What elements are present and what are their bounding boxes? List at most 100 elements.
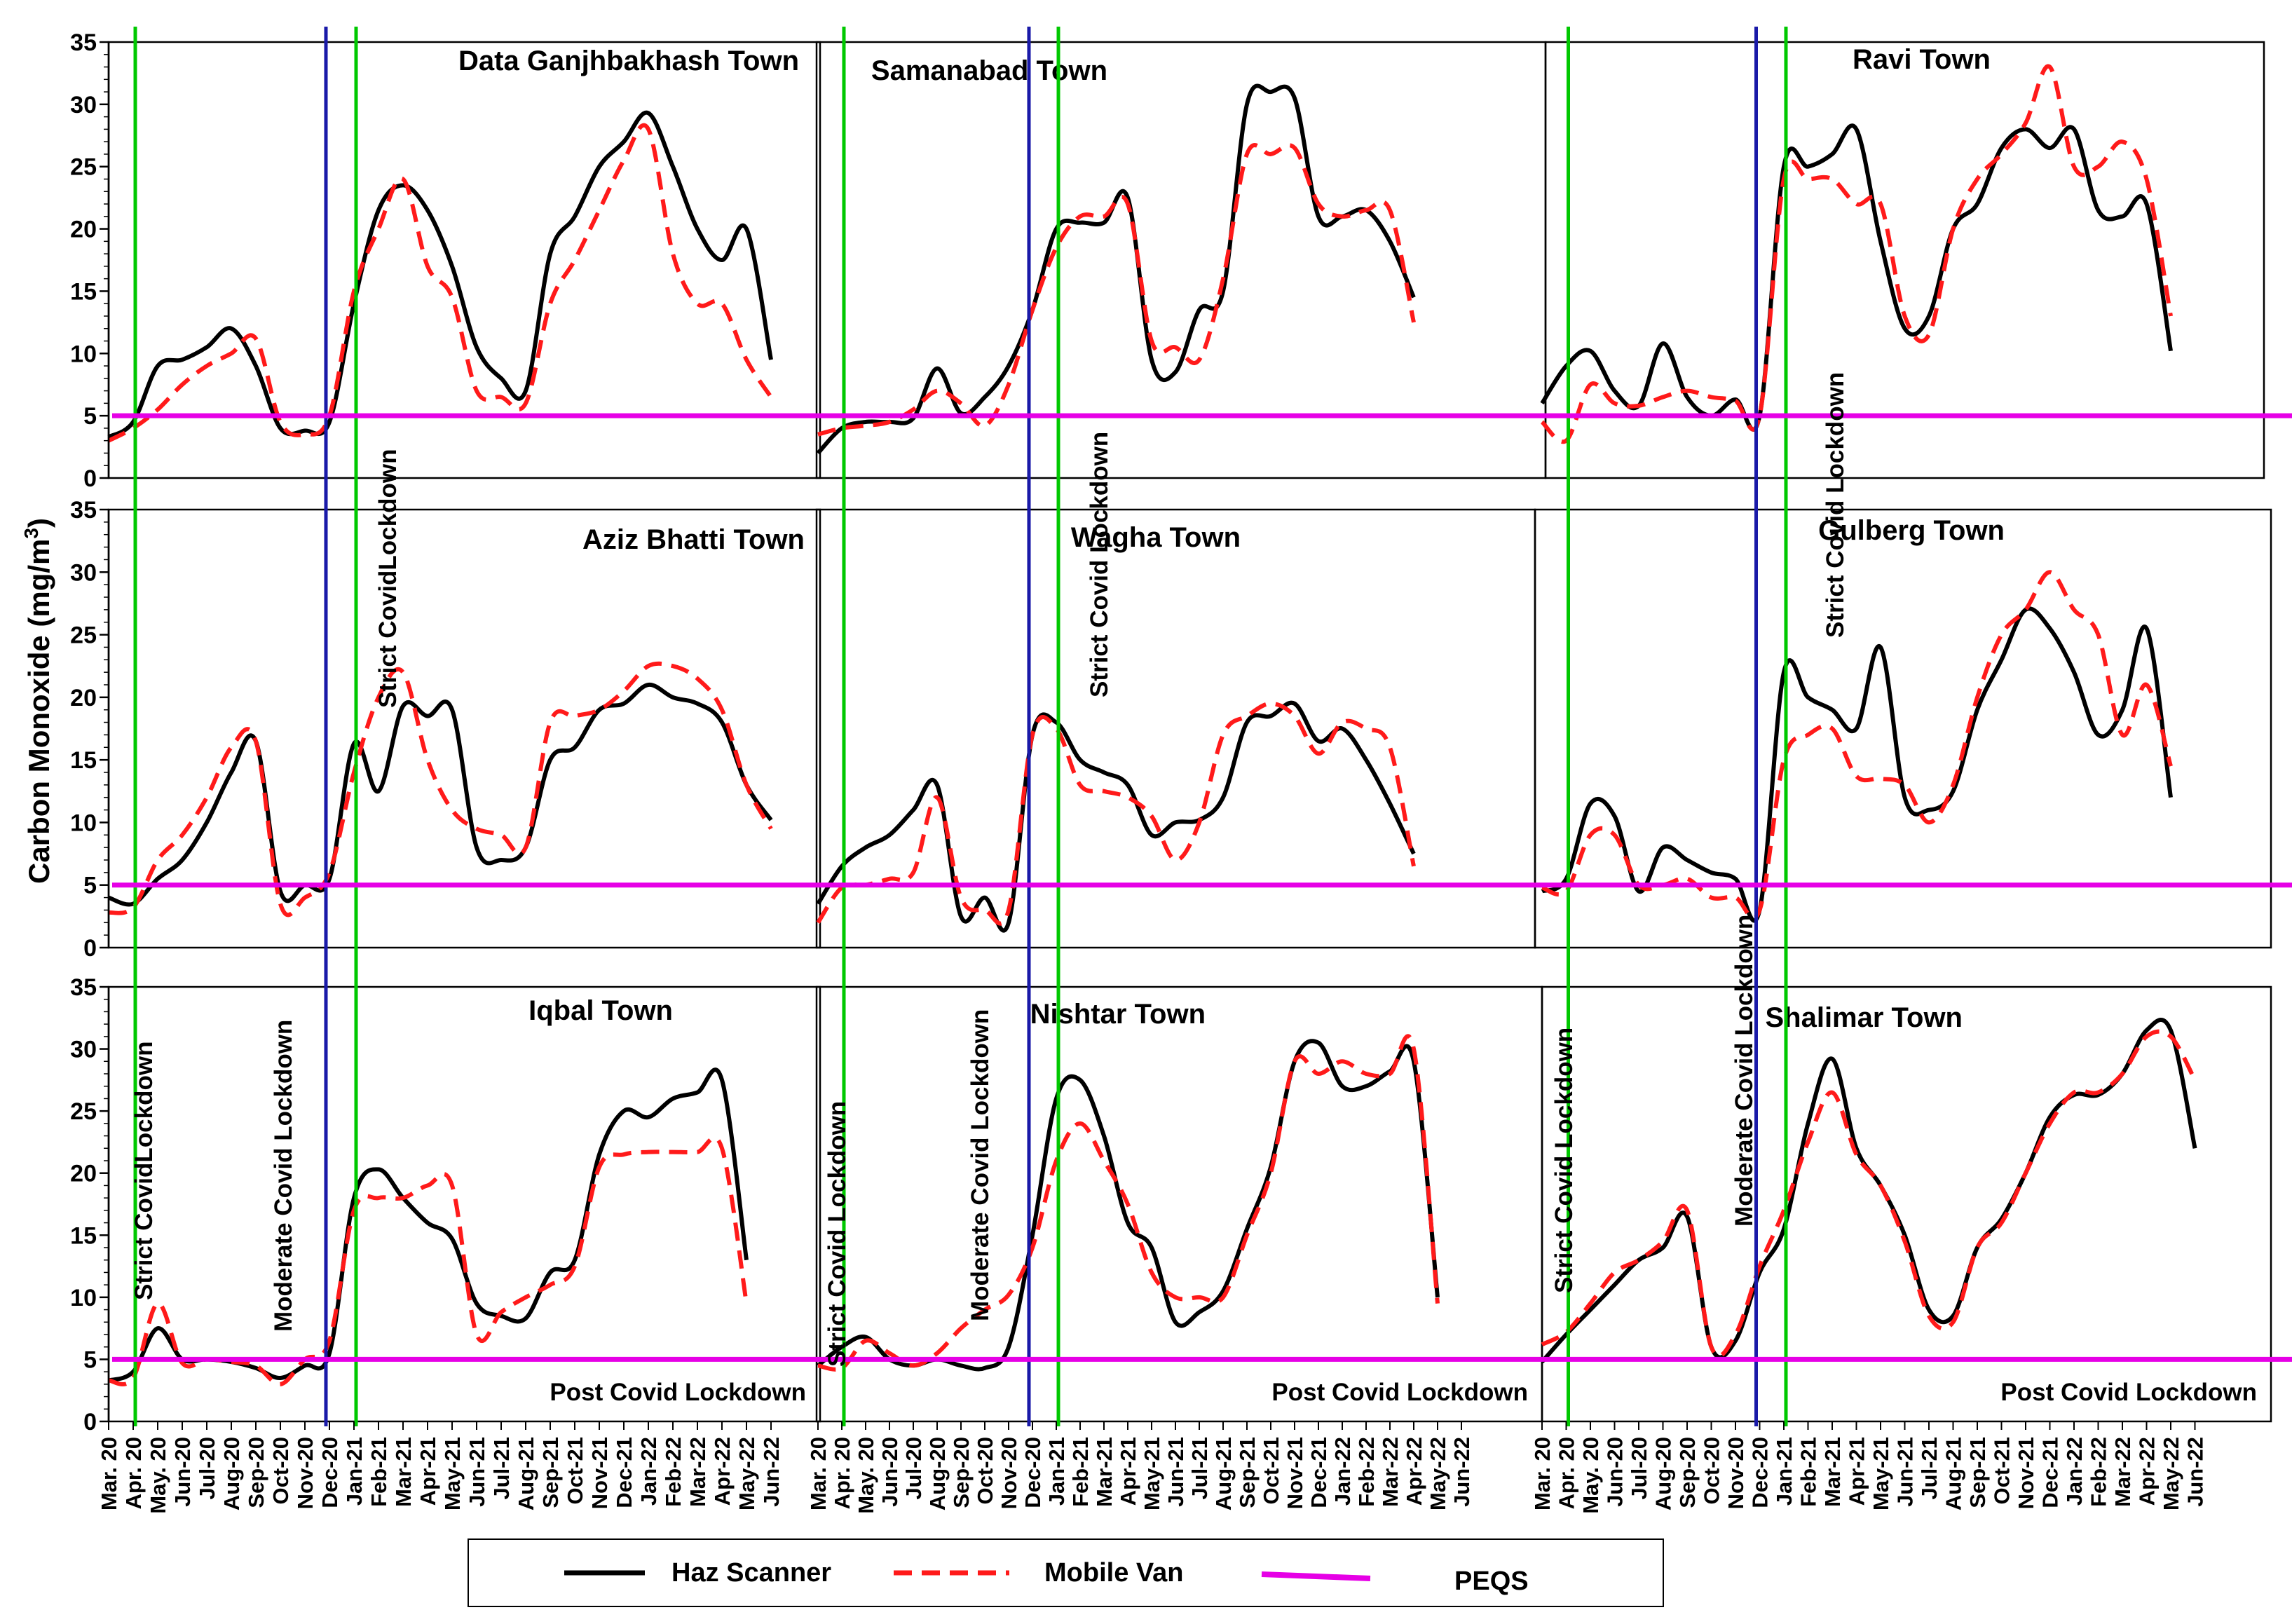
panel-samanabad-town: Samanabad Town bbox=[815, 41, 1547, 479]
panel-frame bbox=[1541, 985, 2272, 1423]
x-tick-label: Jan-21 bbox=[1772, 1437, 1796, 1506]
x-tick-label: Nov-20 bbox=[293, 1437, 318, 1509]
x-tick-label: Aug-20 bbox=[925, 1437, 950, 1510]
panel-aziz-bhatti-town: Aziz Bhatti Town bbox=[107, 508, 821, 949]
panel-title: Gulberg Town bbox=[1818, 515, 2005, 546]
x-tick-label: Jan-21 bbox=[342, 1437, 367, 1506]
x-tick-label: Mar. 20 bbox=[1530, 1437, 1555, 1510]
peqs-lines-layer bbox=[112, 413, 2292, 1362]
x-tick-label: Aug-20 bbox=[219, 1437, 244, 1510]
moderate-lockdown-label: Moderate Covid Lockdown bbox=[967, 1009, 994, 1321]
x-tick-label: Jul-20 bbox=[901, 1437, 926, 1500]
series-haz-scanner bbox=[107, 682, 773, 907]
legend: Haz Scanner Mobile Van PEQS bbox=[468, 1538, 1664, 1607]
y-tick-label: 25 bbox=[70, 154, 97, 181]
series-mobile-van bbox=[1541, 570, 2173, 920]
y-tick-label: 20 bbox=[70, 685, 97, 711]
panel-gulberg-town: Gulberg Town bbox=[1534, 508, 2272, 949]
x-tick-label: Feb-21 bbox=[1796, 1437, 1821, 1507]
x-tick-label: Sep-20 bbox=[949, 1437, 974, 1508]
y-tick-label: 25 bbox=[70, 622, 97, 649]
panel-frame bbox=[1544, 41, 2265, 479]
legend-box bbox=[468, 1538, 1664, 1607]
series-haz-scanner bbox=[107, 110, 773, 439]
x-tick-label: Sep-21 bbox=[538, 1437, 563, 1508]
series-haz-scanner bbox=[816, 700, 1416, 933]
y-tick-label: 0 bbox=[83, 465, 97, 492]
y-tick-label: 30 bbox=[70, 559, 97, 586]
x-tick-label: Apr. 20 bbox=[1555, 1437, 1579, 1509]
x-tick-label: May. 20 bbox=[854, 1437, 878, 1514]
x-tick-label: Nov-20 bbox=[1724, 1437, 1748, 1509]
x-tick-label: Apr-22 bbox=[1402, 1437, 1426, 1506]
moderate-lockdown-label: Moderate Covid Lockdown bbox=[270, 1020, 297, 1332]
post-lockdown-label: Post Covid Lockdown bbox=[1271, 1379, 1528, 1406]
legend-swatch-peqs bbox=[1261, 1571, 1371, 1581]
x-tick-label: Nov-21 bbox=[1283, 1437, 1307, 1509]
x-tick-label: Mar-21 bbox=[391, 1437, 416, 1507]
panel-shalimar-town: Shalimar Town Post Covid Lockdown bbox=[1540, 985, 2272, 1423]
x-tick-label: Jun-21 bbox=[1893, 1437, 1918, 1507]
y-tick-label: 10 bbox=[70, 810, 97, 836]
x-tick-label: May-22 bbox=[2159, 1437, 2183, 1510]
y-tick-label: 30 bbox=[70, 92, 97, 118]
x-tick-label: Jun-22 bbox=[2183, 1437, 2208, 1507]
x-tick-label: Dec-20 bbox=[1748, 1437, 1773, 1508]
strict-lockdown-label: Strict Covid Lockdown bbox=[1550, 1028, 1578, 1293]
x-tick-label: Mar-21 bbox=[1820, 1437, 1845, 1507]
series-mobile-van bbox=[817, 143, 1416, 437]
series-haz-scanner bbox=[1541, 606, 2173, 923]
y-tick-label: 15 bbox=[70, 278, 97, 305]
legend-label-haz: Haz Scanner bbox=[671, 1558, 831, 1588]
y-tick-label: 20 bbox=[70, 217, 97, 243]
x-tick-label: Feb-22 bbox=[661, 1437, 685, 1507]
x-tick-label: Feb-21 bbox=[1068, 1437, 1093, 1507]
x-tick-label: Oct-20 bbox=[268, 1437, 293, 1504]
x-tick-label: Dec-20 bbox=[1021, 1437, 1045, 1508]
series-mobile-van bbox=[1541, 1029, 2197, 1358]
labels-layer: 0 5 10 15 20 25 30 35 0 5 10 15 20 25 30 35 0 5 10 15 20 25 30… bbox=[70, 29, 2207, 1514]
post-lockdown-label: Post Covid Lockdown bbox=[2000, 1379, 2257, 1406]
panel-title: Wagha Town bbox=[1071, 522, 1241, 553]
panel-title: Shalimar Town bbox=[1765, 1002, 1963, 1033]
panel-title: Nishtar Town bbox=[1030, 999, 1206, 1030]
y-tick-label: 25 bbox=[70, 1098, 97, 1125]
x-tick-label: May. 20 bbox=[1578, 1437, 1603, 1514]
x-tick-label: Apr-21 bbox=[1116, 1437, 1140, 1506]
series-mobile-van bbox=[107, 123, 773, 443]
y-tick-label: 0 bbox=[83, 935, 97, 962]
x-tick-label: Nov-21 bbox=[2014, 1437, 2038, 1509]
x-tick-label: Oct-21 bbox=[1990, 1437, 2014, 1504]
x-tick-label: Jun-20 bbox=[1603, 1437, 1628, 1507]
y-tick-label: 20 bbox=[70, 1161, 97, 1187]
series-mobile-van bbox=[1540, 64, 2173, 444]
series-mobile-van bbox=[817, 1034, 1440, 1372]
x-tick-label: Mar-22 bbox=[2110, 1437, 2135, 1507]
x-tick-label: Jul-21 bbox=[489, 1437, 514, 1500]
x-tick-label: Mar. 20 bbox=[806, 1437, 831, 1510]
panel-ravi-town: Ravi Town bbox=[1540, 41, 2265, 479]
x-tick-label: Jun-20 bbox=[878, 1437, 902, 1507]
x-tick-label: Aug-21 bbox=[1211, 1437, 1236, 1510]
x-tick-label: Sep-21 bbox=[1235, 1437, 1260, 1508]
x-tick-label: Jul-20 bbox=[195, 1437, 219, 1500]
x-tick-label: Jan-22 bbox=[1330, 1437, 1355, 1506]
series-mobile-van bbox=[816, 701, 1416, 926]
legend-label-peqs: PEQS bbox=[1454, 1567, 1529, 1596]
x-tick-label: Mar-22 bbox=[1378, 1437, 1403, 1507]
x-tick-label: Oct-20 bbox=[973, 1437, 997, 1504]
x-tick-label: Apr-21 bbox=[1845, 1437, 1869, 1506]
x-tick-label: Aug-20 bbox=[1651, 1437, 1676, 1510]
panel-frame bbox=[1534, 508, 2272, 949]
x-tick-label: Oct-21 bbox=[1259, 1437, 1283, 1504]
panel-title: Samanabad Town bbox=[871, 55, 1107, 86]
panel-title: Data Ganjhbakhash Town bbox=[458, 46, 799, 76]
x-tick-label: May-21 bbox=[440, 1437, 465, 1510]
x-tick-label: May-22 bbox=[735, 1437, 759, 1510]
x-tick-label: Sep-20 bbox=[244, 1437, 268, 1508]
panel-title: Iqbal Town bbox=[528, 995, 673, 1026]
x-tick-label: Nov-20 bbox=[997, 1437, 1021, 1509]
y-tick-label: 35 bbox=[70, 29, 97, 56]
strict-lockdown-label: Strict Covid Lockdown bbox=[1086, 432, 1113, 697]
x-tick-label: Jan-22 bbox=[636, 1437, 661, 1506]
